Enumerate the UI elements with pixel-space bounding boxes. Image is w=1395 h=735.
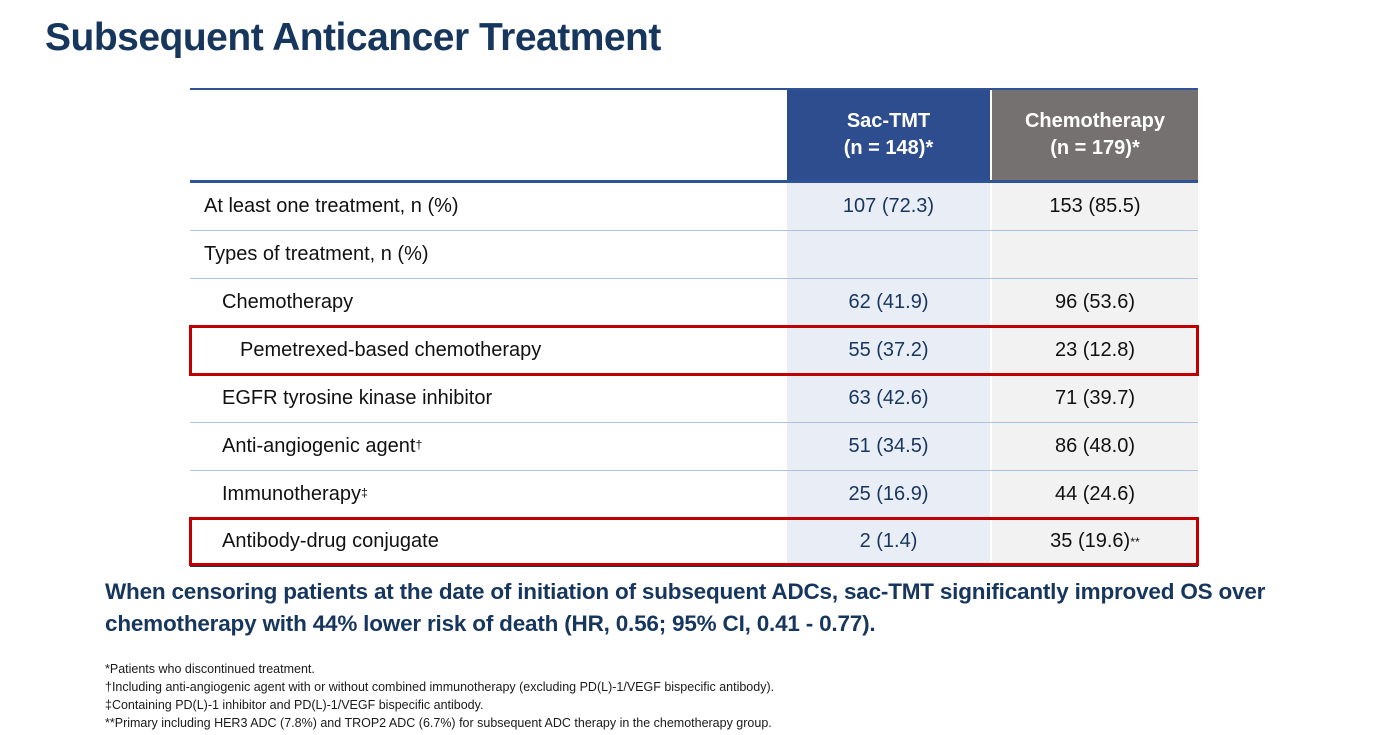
value-text: 55 (37.2) bbox=[848, 339, 929, 361]
chemotherapy-value bbox=[990, 231, 1198, 278]
chemotherapy-value: 35 (19.6) ** bbox=[990, 519, 1198, 564]
chemotherapy-value: 86 (48.0) bbox=[990, 423, 1198, 470]
table-row-egfr-tyrosine-kinase-inhibitor: EGFR tyrosine kinase inhibitor 63 (42.6)… bbox=[190, 375, 1198, 423]
value-text: 107 (72.3) bbox=[842, 195, 935, 217]
value-text: 96 (53.6) bbox=[1054, 291, 1136, 313]
sac-tmt-value: 55 (37.2) bbox=[787, 327, 990, 374]
row-label-text: Antibody-drug conjugate bbox=[222, 530, 439, 552]
value-text: 51 (34.5) bbox=[848, 435, 929, 457]
row-label: At least one treatment, n (%) bbox=[190, 183, 787, 230]
value-text: 86 (48.0) bbox=[1054, 435, 1136, 457]
value-text: 44 (24.6) bbox=[1054, 483, 1136, 505]
table-row-types-of-treatment: Types of treatment, n (%) bbox=[190, 231, 1198, 279]
table-row-antibody-drug-conjugate: Antibody-drug conjugate 2 (1.4) 35 (19.6… bbox=[189, 517, 1199, 567]
footnote-asterisk: *Patients who discontinued treatment. bbox=[105, 662, 315, 676]
table-row-pemetrexed-based-chemotherapy: Pemetrexed-based chemotherapy 55 (37.2) … bbox=[189, 325, 1199, 376]
row-label-text: Types of treatment, n (%) bbox=[204, 243, 429, 265]
subsequent-treatment-table: Sac-TMT (n = 148)* Chemotherapy (n = 179… bbox=[189, 88, 1199, 567]
table-row-anti-angiogenic-agent: Anti-angiogenic agent † 51 (34.5) 86 (48.… bbox=[190, 423, 1198, 471]
table-row-immunotherapy: Immunotherapy ‡ 25 (16.9) 44 (24.6) bbox=[190, 471, 1198, 519]
chemotherapy-header-line1: Chemotherapy bbox=[1024, 110, 1166, 132]
row-label: Chemotherapy bbox=[190, 279, 787, 326]
sac-tmt-value bbox=[787, 231, 990, 278]
row-label: Antibody-drug conjugate bbox=[190, 519, 787, 564]
footnote-double-asterisk: **Primary including HER3 ADC (7.8%) and … bbox=[105, 716, 772, 731]
row-label-text: Chemotherapy bbox=[222, 291, 354, 313]
sac-tmt-value: 62 (41.9) bbox=[787, 279, 990, 326]
footnote-dagger: †Including anti-angiogenic agent with or… bbox=[105, 680, 775, 695]
sac-tmt-header-line2: (n = 148)* bbox=[843, 137, 934, 159]
header-spacer-cell bbox=[190, 90, 787, 180]
key-finding-statement: When censoring patients at the date of i… bbox=[105, 579, 1266, 636]
slide-title: Subsequent Anticancer Treatment bbox=[45, 16, 661, 59]
row-label: Pemetrexed-based chemotherapy bbox=[190, 327, 787, 374]
value-text: 23 (12.8) bbox=[1054, 339, 1136, 361]
chemotherapy-value: 44 (24.6) bbox=[990, 471, 1198, 518]
row-label-text: Immunotherapy bbox=[222, 483, 361, 505]
sac-tmt-value: 51 (34.5) bbox=[787, 423, 990, 470]
table-row-chemotherapy: Chemotherapy 62 (41.9) 96 (53.6) bbox=[190, 279, 1198, 327]
value-text: 71 (39.7) bbox=[1054, 387, 1136, 409]
row-label: Anti-angiogenic agent † bbox=[190, 423, 787, 470]
row-label-text: At least one treatment, n (%) bbox=[204, 195, 459, 217]
chemotherapy-header-line2: (n = 179)* bbox=[1050, 137, 1140, 159]
chemotherapy-value: 23 (12.8) bbox=[990, 327, 1198, 374]
table-row-at-least-one-treatment: At least one treatment, n (%) 107 (72.3)… bbox=[190, 183, 1198, 231]
row-label-text: EGFR tyrosine kinase inhibitor bbox=[222, 387, 493, 409]
row-label: EGFR tyrosine kinase inhibitor bbox=[190, 375, 787, 422]
footnote-double-dagger: ‡Containing PD(L)-1 inhibitor and PD(L)-… bbox=[105, 698, 484, 713]
chemotherapy-value: 71 (39.7) bbox=[990, 375, 1198, 422]
column-header-chemotherapy: Chemotherapy (n = 179)* bbox=[990, 90, 1198, 180]
value-text: 153 (85.5) bbox=[1049, 195, 1141, 217]
value-text: 2 (1.4) bbox=[859, 530, 918, 552]
row-label-text: Anti-angiogenic agent bbox=[222, 435, 416, 457]
row-label: Immunotherapy ‡ bbox=[190, 471, 787, 518]
row-label: Types of treatment, n (%) bbox=[190, 231, 787, 278]
value-text: 62 (41.9) bbox=[848, 291, 929, 313]
sac-tmt-value: 107 (72.3) bbox=[787, 183, 990, 230]
row-label-text: Pemetrexed-based chemotherapy bbox=[240, 339, 542, 361]
sac-tmt-value: 2 (1.4) bbox=[787, 519, 990, 564]
table-header-row: Sac-TMT (n = 148)* Chemotherapy (n = 179… bbox=[190, 90, 1198, 183]
value-text: 35 (19.6) bbox=[1050, 530, 1131, 552]
value-text: 25 (16.9) bbox=[848, 483, 929, 505]
chemotherapy-value: 153 (85.5) bbox=[990, 183, 1198, 230]
value-text: 63 (42.6) bbox=[848, 387, 929, 409]
column-header-sac-tmt: Sac-TMT (n = 148)* bbox=[787, 90, 990, 180]
sac-tmt-header-line1: Sac-TMT bbox=[846, 110, 931, 132]
sac-tmt-value: 63 (42.6) bbox=[787, 375, 990, 422]
chemotherapy-value: 96 (53.6) bbox=[990, 279, 1198, 326]
footnotes: *Patients who discontinued treatment. †I… bbox=[105, 660, 774, 733]
sac-tmt-value: 25 (16.9) bbox=[787, 471, 990, 518]
